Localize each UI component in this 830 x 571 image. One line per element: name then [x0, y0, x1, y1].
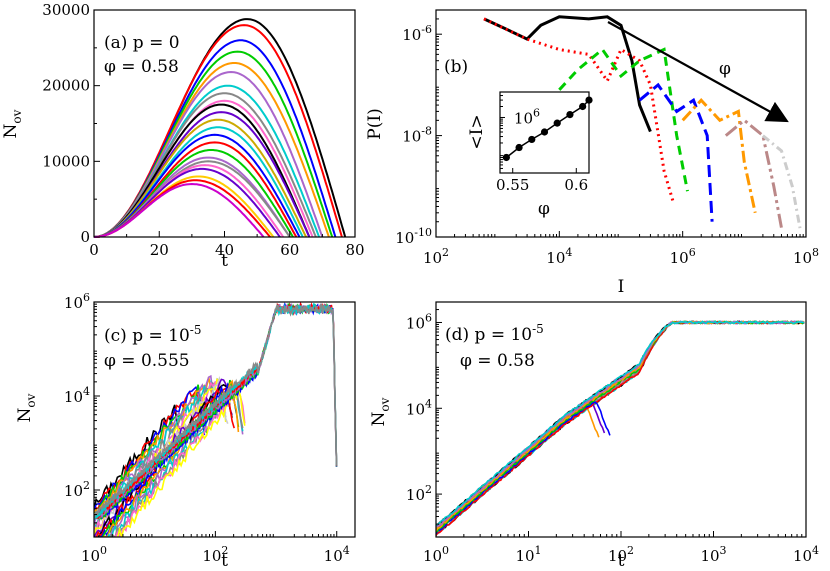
panel-d-annotation: (d) p = 10-5 [445, 322, 544, 345]
series-line-22 [94, 182, 265, 238]
y-tick-label: 102 [406, 483, 432, 504]
x-tick-label: 104 [793, 544, 819, 565]
y-axis-label: P(I) [365, 108, 385, 139]
phi-arrow-label: φ [719, 59, 731, 79]
x-tick-label: 102 [423, 246, 449, 267]
x-tick-label: 104 [546, 246, 572, 267]
x-tick-label: 103 [700, 544, 726, 565]
phi-arrow [607, 21, 789, 123]
x-tick-label: 101 [515, 544, 541, 565]
x-tick-label: 100 [81, 544, 107, 565]
long-series-line-5 [94, 302, 338, 518]
x-tick-label: 80 [345, 241, 364, 259]
series-line-6 [761, 134, 802, 229]
x-tick-label: 40 [215, 241, 234, 259]
inset-point-2 [528, 135, 536, 144]
panel-b-frame [435, 9, 807, 238]
y-tick-label: 104 [406, 397, 432, 418]
inset-point-4 [553, 119, 561, 127]
series-line-21 [114, 386, 246, 537]
x-tick-label: 60 [280, 241, 299, 259]
y-axis-label: Nov [15, 393, 38, 422]
inset-y-tick-label: 106 [514, 106, 540, 127]
inset-point-6 [579, 102, 587, 111]
inset-point-3 [540, 128, 549, 136]
series-line-3 [638, 82, 714, 222]
panel-d-phi: φ = 0.58 [460, 351, 535, 371]
x-tick-label: 102 [608, 544, 634, 565]
x-axis-label: t [221, 251, 228, 271]
series-line-2 [558, 47, 689, 192]
series-line-17 [436, 320, 805, 527]
series-line-4 [681, 97, 757, 214]
panel-b-annotation: (b) [444, 57, 468, 77]
y-tick-label: 106 [406, 311, 432, 332]
x-tick-label: 100 [423, 544, 449, 565]
x-tick-label: 102 [202, 544, 228, 565]
panel-d-series [436, 320, 805, 536]
panel-b-series [483, 15, 802, 229]
y-tick-label: 10-8 [402, 125, 432, 146]
panel-a-annotation: (a) p = 0 [104, 33, 180, 53]
inset-x-tick-label: 0.6 [564, 176, 588, 194]
y-tick-label: 10-10 [395, 226, 432, 247]
panel-c-series [94, 302, 338, 537]
x-axis-label: t [618, 551, 625, 571]
inset-point-1 [515, 143, 523, 152]
inset-point-0 [502, 153, 510, 162]
y-tick-label: 106 [64, 291, 90, 312]
y-axis-label: Nov [369, 397, 392, 426]
y-tick-label: 104 [64, 385, 90, 406]
panel-c-phi: φ = 0.555 [104, 351, 190, 371]
x-tick-label: 108 [793, 246, 819, 267]
inset-y-axis-label: <I> [467, 114, 487, 149]
x-tick-label: 104 [324, 544, 350, 565]
y-tick-label: 10000 [42, 152, 90, 170]
panel-c-annotation: (c) p = 10-5 [104, 323, 201, 346]
x-tick-label: 106 [670, 246, 696, 267]
y-tick-label: 102 [64, 479, 90, 500]
series-line-13 [436, 401, 611, 535]
inset-x-axis-label: φ [538, 199, 550, 219]
y-tick-label: 30000 [42, 1, 90, 19]
y-axis-label: Nov [1, 109, 24, 138]
y-tick-label: 0 [80, 228, 90, 246]
inset-x-tick-label: 0.55 [496, 176, 529, 194]
inset-point-7 [585, 96, 593, 104]
series-line-5 [724, 118, 783, 229]
y-tick-label: 10-6 [402, 23, 432, 44]
panel-a-phi: φ = 0.58 [104, 57, 179, 77]
x-axis-label: t [221, 551, 228, 571]
panel-c-frame [93, 301, 356, 538]
y-tick-label: 20000 [42, 77, 90, 95]
series-line-20 [114, 386, 246, 537]
x-axis-label: I [618, 277, 625, 297]
inset-point-5 [566, 110, 574, 119]
x-tick-label: 20 [150, 241, 169, 259]
series-line-0 [483, 15, 652, 133]
x-tick-label: 0 [89, 241, 99, 259]
